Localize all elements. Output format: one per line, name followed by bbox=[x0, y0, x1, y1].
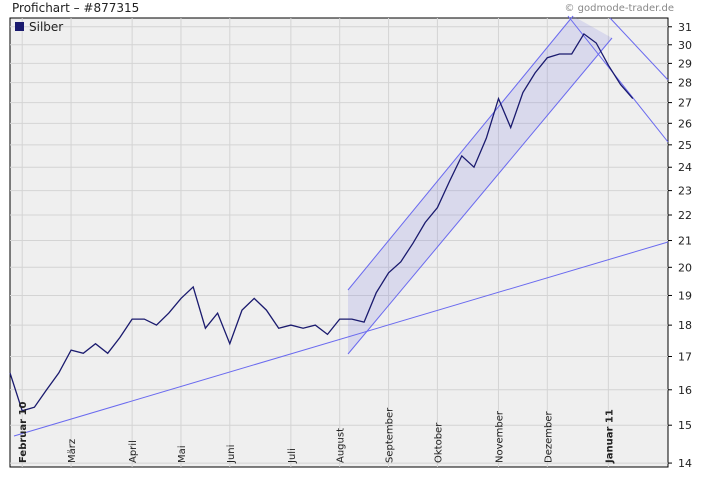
channel-line bbox=[567, 15, 669, 143]
x-tick-label: April bbox=[128, 440, 139, 463]
series bbox=[9, 32, 634, 412]
y-tick-label: 26 bbox=[678, 117, 692, 130]
legend-label: Silber bbox=[29, 20, 63, 34]
y-tick-label: 18 bbox=[678, 319, 692, 332]
trend-lines bbox=[13, 15, 669, 437]
channel-line bbox=[347, 15, 574, 291]
x-tick-label: Januar 11 bbox=[604, 409, 615, 464]
legend: Silber bbox=[15, 20, 63, 34]
y-tick-label: 17 bbox=[678, 351, 692, 364]
y-tick-label: 28 bbox=[678, 77, 692, 90]
legend-swatch bbox=[15, 22, 24, 31]
up-channel bbox=[348, 16, 612, 354]
y-tick-label: 25 bbox=[678, 139, 692, 152]
series-line bbox=[9, 32, 634, 412]
x-tick-label: Dezember bbox=[543, 411, 554, 463]
x-tick-label: Oktober bbox=[433, 422, 444, 463]
x-tick-label: Mai bbox=[177, 445, 188, 463]
y-tick-label: 19 bbox=[678, 289, 692, 302]
x-tick-label: August bbox=[336, 428, 347, 463]
y-tick-label: 29 bbox=[678, 57, 692, 70]
y-tick-label: 24 bbox=[678, 161, 692, 174]
x-tick-label: Juni bbox=[226, 445, 237, 464]
y-tick-label: 31 bbox=[678, 21, 692, 34]
grid bbox=[10, 18, 668, 467]
y-tick-label: 22 bbox=[678, 209, 692, 222]
y-tick-label: 23 bbox=[678, 185, 692, 198]
y-tick-label: 16 bbox=[678, 384, 692, 397]
y-tick-label: 30 bbox=[678, 39, 692, 52]
plot-area bbox=[9, 17, 669, 468]
x-tick-label: Februar 10 bbox=[18, 401, 29, 463]
x-tick-label: November bbox=[494, 410, 505, 463]
y-tick-label: 14 bbox=[678, 457, 692, 470]
channel-line bbox=[347, 37, 613, 355]
x-tick-label: September bbox=[385, 407, 396, 463]
y-tick-label: 15 bbox=[678, 419, 692, 432]
source: © godmode-trader.de bbox=[565, 3, 675, 14]
chart-title: Profichart – #877315 bbox=[12, 1, 139, 15]
y-tick-label: 21 bbox=[678, 235, 692, 248]
support-line bbox=[13, 241, 669, 437]
x-tick-label: Juli bbox=[287, 448, 298, 464]
y-tick-label: 20 bbox=[678, 261, 692, 274]
channel-line bbox=[609, 17, 669, 81]
x-tick-label: März bbox=[67, 439, 78, 463]
y-tick-label: 27 bbox=[678, 97, 692, 110]
